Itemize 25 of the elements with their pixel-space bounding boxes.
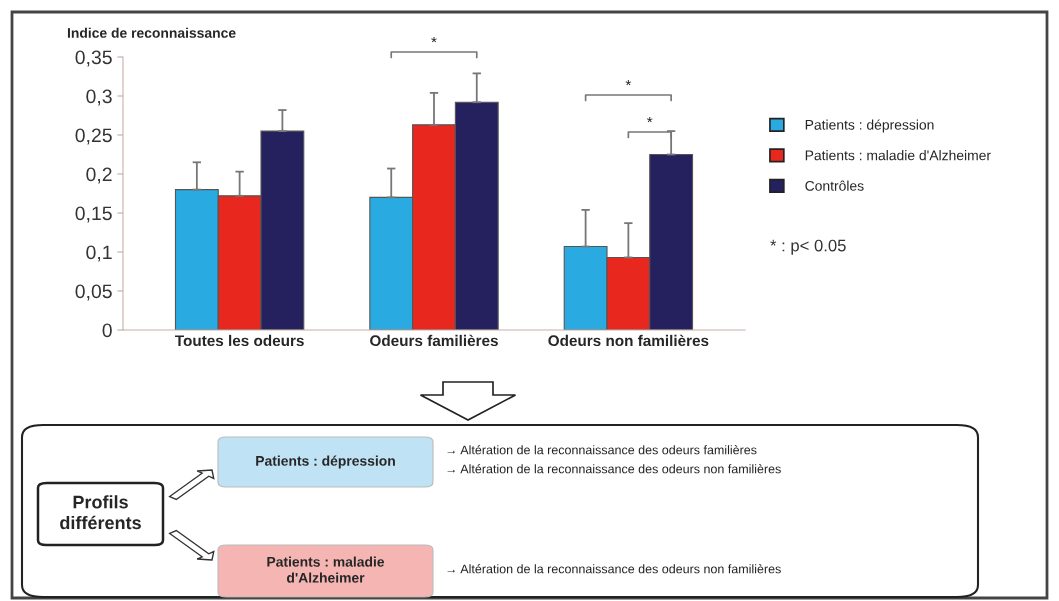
y-tick-label: 0,2	[86, 167, 112, 184]
legend-label: Patients : dépression	[805, 119, 934, 133]
x-tick-label: Toutes les odeurs	[175, 334, 304, 347]
text: *	[431, 36, 437, 43]
y-tick-label: 0,15	[75, 206, 112, 223]
y-tick-label: 0,3	[86, 89, 112, 106]
y-tick-label: 0,35	[75, 50, 112, 67]
text: * : p< 0.05	[770, 239, 846, 255]
x-tick-label: Odeurs non familières	[548, 334, 709, 347]
annotation: *	[625, 79, 632, 86]
y-tick-label: 0,25	[75, 128, 112, 145]
text: → Altération de la reconnaissance des odeurs non familières	[447, 464, 781, 474]
y-tick-label: 0,1	[86, 245, 112, 262]
legend-label: Patients : maladie d'Alzheimer	[805, 150, 991, 161]
y-tick-label: 0,05	[75, 284, 112, 301]
text: Profils différents	[60, 495, 141, 530]
y-axis-title: Indice de reconnaissance	[67, 27, 236, 38]
annotation: *	[647, 116, 653, 123]
text: → Altération de la reconnaissance des odeurs non familières	[447, 564, 781, 574]
text: → Altération de la reconnaissance des odeurs familières	[447, 445, 757, 455]
x-tick-label: Odeurs familières	[370, 334, 498, 347]
y-tick-label: 0	[102, 323, 112, 338]
legend-label: Contrôles	[805, 180, 864, 191]
text: Patients : maladie d'Alzheimer	[267, 556, 385, 583]
text: Patients : dépression	[256, 455, 395, 469]
